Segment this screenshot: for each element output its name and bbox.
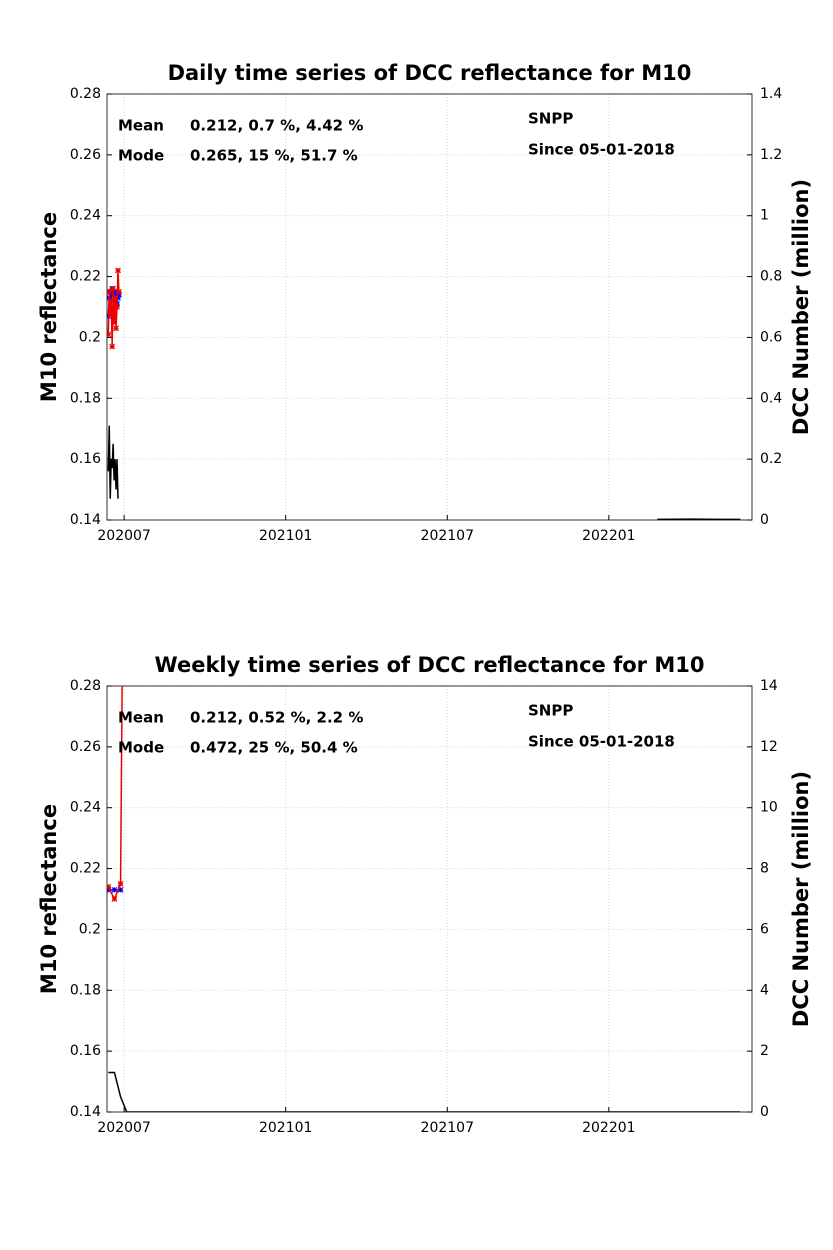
annotation: 0.212, 0.52 %, 2.2 % — [190, 709, 363, 727]
y-tick-label: 0.16 — [70, 1043, 101, 1059]
y-tick-label: 0.24 — [70, 800, 101, 816]
marker — [110, 285, 117, 292]
marker — [113, 288, 119, 295]
marker — [114, 304, 120, 310]
y-tick-label: 0.28 — [70, 678, 101, 694]
marker — [116, 288, 122, 295]
y2-tick-label: 8 — [760, 861, 769, 877]
legend-label: Mean — [118, 709, 164, 727]
marker — [111, 896, 118, 902]
annotation: Since 05-01-2018 — [528, 733, 675, 751]
y-tick-label: 0.14 — [70, 1104, 101, 1120]
annotation: 0.472, 25 %, 50.4 % — [190, 739, 358, 757]
marker — [109, 343, 116, 350]
y-tick-label: 0.18 — [70, 982, 101, 998]
y2-tick-label: 14 — [760, 678, 778, 694]
y2-tick-label: 10 — [760, 800, 778, 816]
marker — [107, 886, 112, 893]
series-line — [107, 686, 123, 901]
y-tick-label: 0.22 — [70, 269, 101, 285]
marker — [107, 288, 113, 295]
annotation: SNPP — [528, 702, 573, 720]
legend-label: Mode — [118, 739, 164, 757]
y2-tick-label: 1.2 — [760, 147, 782, 163]
y2-tick-label: 2 — [760, 1043, 769, 1059]
legend-label: Mode — [118, 147, 164, 165]
y-tick-label: 0.24 — [70, 208, 101, 224]
y-tick-label: 0.18 — [70, 390, 101, 406]
x-tick-label: 202007 — [97, 528, 150, 544]
y2-tick-label: 4 — [760, 982, 769, 998]
y2-tick-label: 1.4 — [760, 86, 782, 102]
marker — [116, 291, 122, 298]
chart-title: Daily time series of DCC reflectance for… — [168, 61, 692, 85]
chart-title: Weekly time series of DCC reflectance fo… — [155, 653, 705, 677]
y2-axis-label: DCC Number (million) — [789, 179, 813, 435]
y-tick-label: 0.26 — [70, 147, 101, 163]
y2-tick-label: 6 — [760, 921, 769, 937]
y-tick-label: 0.16 — [70, 451, 101, 467]
y-tick-label: 0.2 — [79, 329, 101, 345]
annotation: Since 05-01-2018 — [528, 141, 675, 159]
x-tick-label: 202107 — [421, 1120, 474, 1136]
chart: Daily time series of DCC reflectance for… — [37, 61, 813, 544]
marker — [108, 297, 115, 304]
y-axis-label: M10 reflectance — [37, 212, 61, 402]
marker — [113, 325, 119, 332]
marker — [111, 319, 118, 326]
y2-tick-label: 0 — [760, 512, 769, 528]
marker — [112, 294, 119, 301]
y2-axis-label: DCC Number (million) — [789, 771, 813, 1027]
plot-content — [107, 686, 741, 1112]
y-tick-label: 0.2 — [79, 921, 101, 937]
series-line — [107, 425, 741, 520]
y2-tick-label: 0.8 — [760, 269, 782, 285]
marker — [117, 886, 124, 893]
y-tick-label: 0.22 — [70, 861, 101, 877]
plot-area — [107, 686, 752, 1112]
x-tick-label: 202101 — [259, 1120, 312, 1136]
y-tick-label: 0.26 — [70, 739, 101, 755]
marker — [111, 886, 118, 893]
y2-tick-label: 0 — [760, 1104, 769, 1120]
x-tick-label: 202007 — [97, 1120, 150, 1136]
y2-tick-label: 0.6 — [760, 329, 782, 345]
y2-tick-label: 1 — [760, 208, 769, 224]
y-tick-label: 0.14 — [70, 512, 101, 528]
x-tick-label: 202201 — [582, 1120, 635, 1136]
y2-tick-label: 12 — [760, 739, 778, 755]
annotation: 0.265, 15 %, 51.7 % — [190, 147, 358, 165]
marker — [117, 880, 124, 887]
legend-label: Mean — [118, 117, 164, 135]
x-tick-label: 202107 — [421, 528, 474, 544]
y2-tick-label: 0.2 — [760, 451, 782, 467]
y2-tick-label: 0.4 — [760, 390, 782, 406]
series-line — [108, 1071, 741, 1112]
annotation: 0.212, 0.7 %, 4.42 % — [190, 117, 363, 135]
plot-area — [107, 94, 752, 520]
y-axis-label: M10 reflectance — [37, 804, 61, 994]
chart: Weekly time series of DCC reflectance fo… — [37, 653, 813, 1136]
marker — [107, 883, 112, 890]
series-line — [107, 270, 120, 347]
x-tick-label: 202101 — [259, 528, 312, 544]
plot-frame — [106, 93, 753, 521]
marker — [115, 267, 121, 274]
annotation: SNPP — [528, 110, 573, 128]
x-tick-label: 202201 — [582, 528, 635, 544]
marker — [107, 331, 112, 338]
marker — [107, 310, 114, 317]
y-tick-label: 0.28 — [70, 86, 101, 102]
plot-content — [107, 267, 741, 520]
